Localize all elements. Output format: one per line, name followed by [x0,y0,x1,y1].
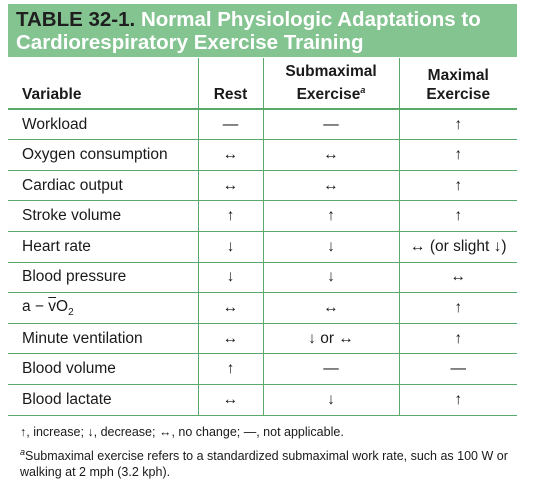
cell-rest: ↔ [197,292,263,324]
footnote-text: Submaximal exercise refers to a standard… [20,449,508,480]
table-row: Oxygen consumption ↔ ↔ ↑ [8,139,517,171]
cell-rest: ↓ [197,262,263,294]
cell-submaximal: — [262,109,399,141]
cell-submaximal: ↔ [262,292,399,324]
cell-rest: ↓ [197,231,263,263]
cell-maximal: ↑ [398,139,517,171]
cell-rest: ↔ [197,139,263,171]
cell-maximal: ↔ [398,262,517,294]
footnote-marker: a [360,85,366,95]
table-row: Cardiac output ↔ ↔ ↑ [8,170,517,202]
table-row: Minute ventilation ↔ ↓ or ↔ ↑ [8,323,517,355]
table-row: Stroke volume ↑ ↑ ↑ [8,200,517,233]
cell-variable: Workload [8,109,198,141]
legend-note: ↑, increase; ↓, decrease; ↔, no change; … [20,425,344,439]
cell-maximal: ↑ [398,200,517,233]
cell-variable: a − vO2 [8,292,198,324]
cell-submaximal: ↑ [262,200,399,233]
cell-submaximal: ↓ [262,231,399,263]
cell-maximal: ↑ [398,170,517,202]
footnote: aSubmaximal exercise refers to a standar… [20,444,520,480]
cell-variable: Minute ventilation [8,323,198,355]
cell-maximal: ↑ [398,292,517,324]
table-row: Blood pressure ↓ ↓ ↔ [8,262,517,294]
cell-rest: ↔ [197,384,263,416]
table-row: a − vO2 ↔ ↔ ↑ [8,292,517,324]
table-row: Blood volume ↑ — — [8,353,517,385]
cell-variable: Blood pressure [8,262,198,294]
cell-submaximal: ↓ or ↔ [262,323,399,355]
cell-rest: ↔ [197,170,263,202]
table-notes: ↑, increase; ↓, decrease; ↔, no change; … [20,424,520,484]
table-title-text: Normal Physiologic Adaptations to Cardio… [16,8,481,54]
table-row: Heart rate ↓ ↓ ↔ (or slight ↓) [8,231,517,263]
cell-variable: Heart rate [8,231,198,263]
table-row: Workload — — ↑ [8,109,517,141]
table-label: TABLE 32-1. [16,8,136,31]
cell-rest: ↔ [197,323,263,355]
header-rest: Rest [197,58,263,111]
header-submaximal-text: Submaximal Exercise [285,63,377,104]
adaptations-table: Variable Rest Submaximal Exercisea Maxim… [8,58,517,416]
cell-submaximal: ↔ [262,170,399,202]
cell-variable: Blood volume [8,353,198,385]
cell-variable: Stroke volume [8,200,198,233]
table-header-row: Variable Rest Submaximal Exercisea Maxim… [8,58,517,111]
cell-submaximal: ↔ [262,139,399,171]
cell-variable: Cardiac output [8,170,198,202]
header-variable: Variable [8,58,198,111]
cell-maximal: ↑ [398,109,517,141]
cell-rest: ↑ [197,200,263,233]
cell-maximal: ↑ [398,384,517,416]
cell-rest: ↑ [197,353,263,385]
cell-submaximal: ↓ [262,384,399,416]
cell-variable: Oxygen consumption [8,139,198,171]
cell-maximal: ↑ [398,323,517,355]
footnote-mark: a [20,447,26,457]
cell-submaximal: ↓ [262,262,399,294]
cell-variable: Blood lactate [8,384,198,416]
table-row: Blood lactate ↔ ↓ ↑ [8,384,517,416]
cell-maximal: — [398,353,517,385]
header-submaximal: Submaximal Exercisea [262,58,399,111]
cell-maximal: ↔ (or slight ↓) [398,231,517,263]
cell-submaximal: — [262,353,399,385]
cell-rest: — [197,109,263,141]
table-title: TABLE 32-1. Normal Physiologic Adaptatio… [8,4,517,57]
header-maximal: Maximal Exercise [398,58,517,111]
